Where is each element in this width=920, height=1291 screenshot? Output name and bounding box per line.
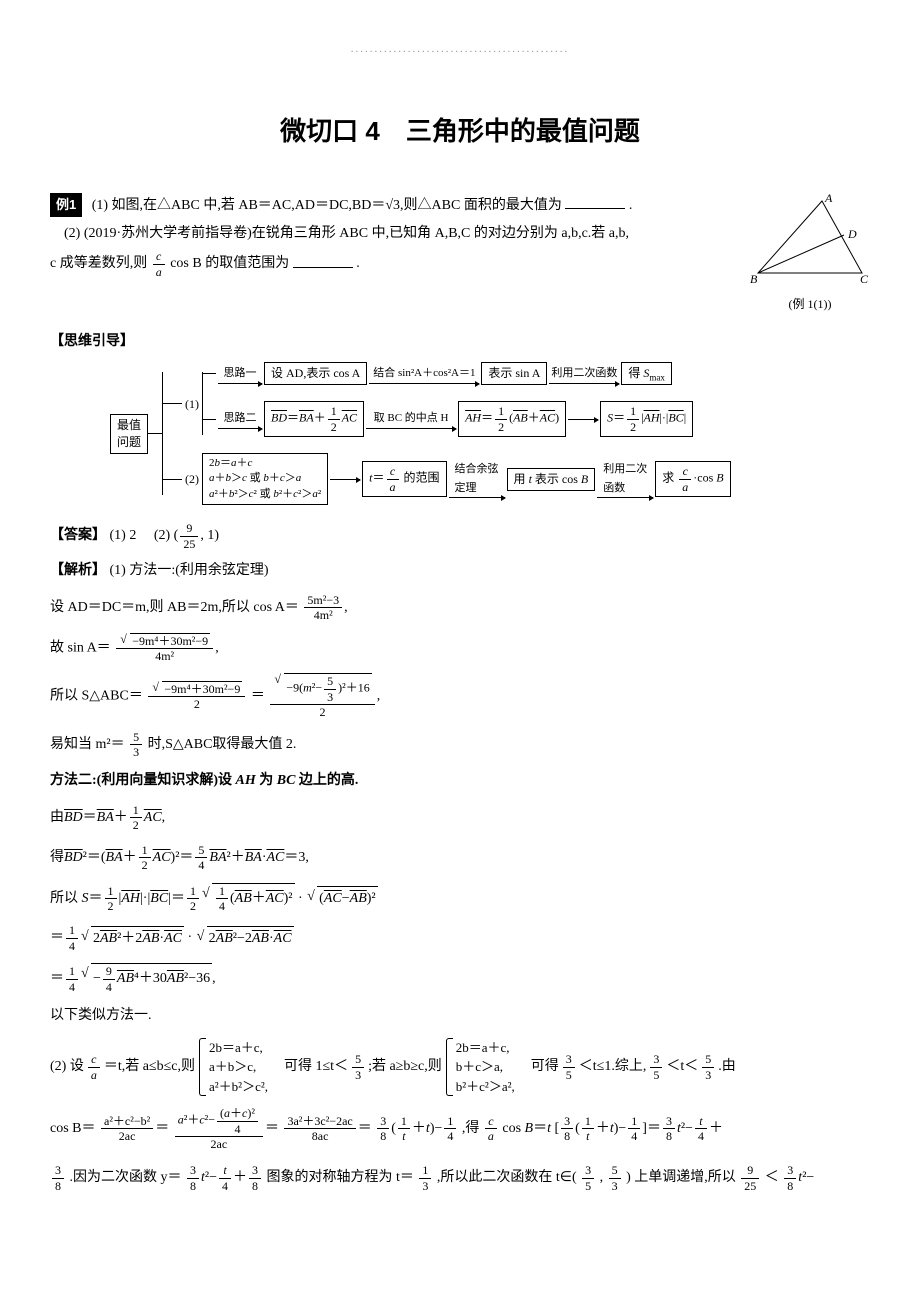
guide-heading: 【思维引导】 bbox=[50, 329, 870, 353]
frac-c-over-a: ca bbox=[153, 249, 165, 279]
page-title: 微切口 4 三角形中的最值问题 bbox=[50, 109, 870, 153]
example-badge: 例1 bbox=[50, 193, 82, 217]
m2-line1: 由BD＝BA＋12AC, bbox=[50, 803, 870, 833]
m1-line4: 易知当 m²＝ 53 时,S△ABC取得最大值 2. bbox=[50, 730, 870, 760]
m2-line5: ＝14−94AB⁴＋30AB²−36, bbox=[50, 963, 870, 994]
flow-c2-s1: t＝ca 的范围 bbox=[362, 461, 446, 497]
flow-s5: AH＝12(AB＋AC) bbox=[458, 401, 566, 437]
m1-line1: 设 AD＝DC＝m,则 AB＝2m,所以 cos A＝ 5m²−34m², bbox=[50, 593, 870, 623]
problem-2-line2: c 成等差数列,则 ca cos B 的取值范围为 . bbox=[50, 249, 730, 279]
svg-text:A: A bbox=[824, 193, 833, 205]
last-line: 38 .因为二次函数 y＝ 38t²−t4＋38 图象的对称轴方程为 t＝ 13… bbox=[50, 1161, 870, 1195]
flow-s1: 设 AD,表示 cos A bbox=[264, 362, 367, 385]
p1-text: (1) 如图,在△ABC 中,若 AB＝AC,AD＝DC,BD＝√3,则△ABC… bbox=[92, 198, 562, 213]
p1-suffix: . bbox=[629, 198, 633, 213]
flow-s3: 得 Smax bbox=[621, 362, 672, 385]
example-figure: A B C D (例 1(1)) bbox=[750, 193, 870, 315]
m1-line2: 故 sin A＝ −9m⁴＋30m²−94m², bbox=[50, 633, 870, 664]
page-dots: ........................................… bbox=[50, 40, 870, 59]
part2-line1: (2) 设 ca ＝t,若 a≤b≤c,则 2b＝a＋c, a＋b＞c, a²＋… bbox=[50, 1038, 870, 1097]
flow-n2: (2) bbox=[185, 469, 199, 489]
m2-line6: 以下类似方法一. bbox=[50, 1004, 870, 1028]
svg-text:D: D bbox=[847, 227, 857, 241]
flow-s6: S＝12|AH|·|BC| bbox=[600, 401, 693, 437]
m2-line4: ＝142AB²＋2AB·AC · 2AB²−2AB·AC bbox=[50, 923, 870, 953]
figure-label: (例 1(1)) bbox=[750, 294, 870, 314]
flow-c2-s3: 求 ca·cos B bbox=[655, 461, 730, 497]
flow-n1: (1) bbox=[185, 394, 199, 414]
flow-s4: BD＝BA＋12AC bbox=[264, 401, 364, 437]
blank-2 bbox=[293, 254, 353, 268]
svg-text:B: B bbox=[750, 272, 758, 286]
svg-text:C: C bbox=[860, 272, 869, 286]
flow-c2-s2: 用 t 表示 cos B bbox=[507, 468, 596, 491]
flow-c2-conditions: 2b＝a＋c a＋b＞c 或 b＋c＞a a²＋b²＞c² 或 b²＋c²＞a² bbox=[202, 453, 328, 505]
m2-heading: 方法二:(利用向量知识求解)设 AH 为 BC 边上的高. bbox=[50, 769, 870, 793]
flow-s2: 表示 sin A bbox=[481, 362, 547, 385]
cosB-line: cos B＝ a²＋c²−b²2ac＝ a²＋c²−(a＋c)²42ac＝ 3a… bbox=[50, 1106, 870, 1151]
blank-1 bbox=[565, 195, 625, 209]
m2-line3: 所以 S＝12|AH|·|BC|＝1214(AB＋AC)² · (AC−AB)² bbox=[50, 883, 870, 914]
flowchart: 最值问题 (1) 思路一 bbox=[110, 362, 870, 505]
m2-line2: 得BD²＝(BA＋12AC)²＝54BA²＋BA·AC＝3, bbox=[50, 843, 870, 873]
flow-root-box: 最值问题 bbox=[110, 414, 148, 454]
m1-line3: 所以 S△ABC＝ −9m⁴＋30m²−92 ＝ −9(m²−53)²＋162, bbox=[50, 673, 870, 719]
problem-1: 例1 (1) 如图,在△ABC 中,若 AB＝AC,AD＝DC,BD＝√3,则△… bbox=[50, 193, 730, 218]
parse-heading: 【解析】 (1) 方法一:(利用余弦定理) bbox=[50, 559, 870, 583]
answer-row: 【答案】 (1) 2 (2) (925, 1) bbox=[50, 521, 870, 551]
problem-2-line1: (2) (2019·苏州大学考前指导卷)在锐角三角形 ABC 中,已知角 A,B… bbox=[50, 222, 730, 246]
